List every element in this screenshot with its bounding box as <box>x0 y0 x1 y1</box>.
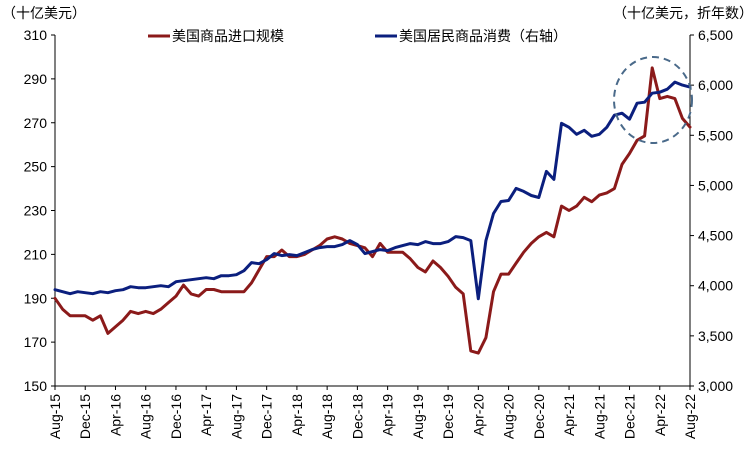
x-tick-label: Apr-20 <box>470 394 486 436</box>
left-tick-label: 250 <box>24 159 48 175</box>
x-tick-label: Dec-21 <box>622 394 638 439</box>
left-tick-label: 170 <box>24 334 48 350</box>
series-layer <box>53 66 692 355</box>
x-tick-label: Aug-17 <box>228 394 244 439</box>
left-tick-label: 150 <box>24 378 48 394</box>
x-tick-label: Aug-18 <box>319 394 335 439</box>
x-tick-label: Apr-21 <box>561 394 577 436</box>
x-tick-label: Aug-16 <box>138 394 154 439</box>
right-tick-label: 4,000 <box>698 278 733 294</box>
x-tick-label: Dec-16 <box>168 394 184 439</box>
x-tick-label: Apr-22 <box>652 394 668 436</box>
left-tick-label: 210 <box>24 246 48 262</box>
x-tick-label: Dec-17 <box>259 394 275 439</box>
series-line-imports <box>53 66 692 355</box>
legend-label-imports: 美国商品进口规模 <box>172 29 284 45</box>
x-tick-label: Dec-20 <box>531 394 547 439</box>
x-tick-label: Aug-22 <box>682 394 698 439</box>
left-tick-label: 290 <box>24 71 48 87</box>
x-tick-label: Dec-19 <box>440 394 456 439</box>
annotation-layer <box>613 56 693 144</box>
x-tick-label: Apr-19 <box>380 394 396 436</box>
x-tick-label: Apr-18 <box>289 394 305 436</box>
right-tick-label: 6,500 <box>698 27 733 43</box>
series-line-consumption <box>53 80 692 301</box>
x-tick-label: Aug-21 <box>591 394 607 439</box>
legend-label-consumption: 美国居民商品消费（右轴） <box>399 29 567 45</box>
right-tick-label: 5,000 <box>698 177 733 193</box>
right-tick-label: 3,500 <box>698 328 733 344</box>
right-axis-unit: （十亿美元，折年数） <box>613 6 753 22</box>
right-tick-label: 4,500 <box>698 228 733 244</box>
left-tick-label: 190 <box>24 290 48 306</box>
left-tick-label: 270 <box>24 115 48 131</box>
x-tick-label: Dec-18 <box>349 394 365 439</box>
highlight-circle <box>613 56 693 144</box>
x-tick-label: Apr-16 <box>107 394 123 436</box>
x-tick-label: Apr-17 <box>198 394 214 436</box>
axes: 150 170 190 210 230 250 270 290 310 3,000 3,500 4,0… <box>24 27 734 439</box>
x-tick-label: Aug-19 <box>410 394 426 439</box>
right-tick-label: 3,000 <box>698 378 733 394</box>
left-tick-label: 310 <box>24 27 48 43</box>
right-tick-label: 5,500 <box>698 127 733 143</box>
left-axis-unit: （十亿美元） <box>2 6 86 22</box>
x-tick-label: Aug-15 <box>47 394 63 439</box>
x-tick-label: Aug-20 <box>501 394 517 439</box>
x-tick-label: Dec-15 <box>77 394 93 439</box>
left-tick-label: 230 <box>24 203 48 219</box>
legend: 美国商品进口规模 美国居民商品消费（右轴） <box>148 29 567 45</box>
right-tick-label: 6,000 <box>698 77 733 93</box>
